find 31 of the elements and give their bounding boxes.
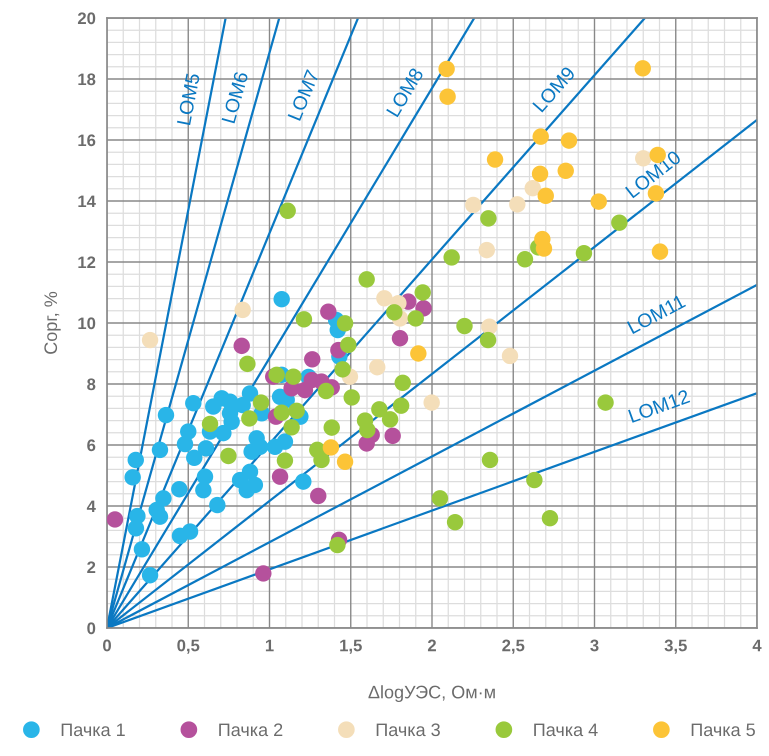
y-tick-label: 16 <box>78 134 96 146</box>
x-tick-label: 2 <box>428 640 436 652</box>
legend-label: Пачка 4 <box>534 724 598 736</box>
y-tick-label: 0 <box>87 622 96 634</box>
legend-label: Пачка 2 <box>219 723 282 736</box>
legend-label: Пачка 3 <box>376 723 440 736</box>
y-tick-label: 8 <box>87 378 96 390</box>
text: LOM6 <box>221 71 248 124</box>
x-tick-label: 4 <box>752 640 762 652</box>
y-tick-label: 12 <box>78 256 96 268</box>
y-tick-label: 2 <box>87 561 96 574</box>
x-axis-title: ΔlogУЭС, Ом·м <box>368 685 495 702</box>
y-tick-label: 14 <box>78 196 96 208</box>
text: LOM7 <box>288 69 320 121</box>
x-tick-label: 0,5 <box>177 640 200 654</box>
y-tick-label: 18 <box>78 73 96 86</box>
y-tick-label: 4 <box>86 500 96 512</box>
x-tick-label: 1,5 <box>340 640 362 654</box>
legend-label: Пачка 5 <box>692 724 755 736</box>
legend-label: Пачка 1 <box>62 724 125 736</box>
y-tick-label: 6 <box>87 439 96 452</box>
y-tick-label: 20 <box>78 12 96 24</box>
text: LOM12 <box>628 389 690 423</box>
y-axis-title: Сорг, % <box>44 292 61 354</box>
y-tick-label: 10 <box>78 317 96 330</box>
x-tick-label: 3 <box>590 640 599 652</box>
x-tick-label: 2,5 <box>502 640 524 654</box>
text: LOM5 <box>176 72 200 126</box>
x-tick-label: 3,5 <box>664 640 687 654</box>
x-tick-label: 0 <box>103 640 111 652</box>
x-tick-label: 1 <box>266 640 274 652</box>
